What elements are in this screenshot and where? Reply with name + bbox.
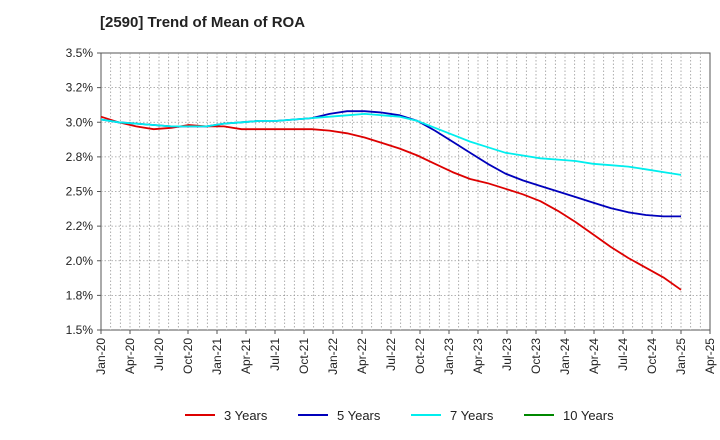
x-tick-label: Oct-24	[645, 338, 659, 374]
y-tick-label: 1.5%	[66, 323, 94, 337]
legend-label: 5 Years	[337, 408, 381, 423]
x-tick-label: Apr-23	[471, 338, 485, 374]
x-tick-label: Jan-25	[674, 338, 688, 375]
y-tick-label: 3.5%	[66, 46, 94, 60]
y-axis-ticks: 1.5% 1.8% 2.0% 2.2% 2.5% 2.8% 3.0% 3.2% 3.5%	[66, 46, 101, 337]
y-tick-label: 3.2%	[66, 81, 94, 95]
legend-label: 3 Years	[224, 408, 268, 423]
y-tick-label: 2.0%	[66, 254, 94, 268]
legend-label: 10 Years	[563, 408, 614, 423]
x-tick-label: Oct-20	[181, 338, 195, 374]
x-tick-label: Jan-21	[210, 338, 224, 375]
x-tick-label: Jul-24	[616, 338, 630, 371]
x-tick-label: Jul-23	[500, 338, 514, 371]
x-tick-label: Oct-21	[297, 338, 311, 374]
x-tick-label: Oct-22	[413, 338, 427, 374]
chart-title: [2590] Trend of Mean of ROA	[100, 14, 306, 31]
x-tick-label: Apr-24	[587, 338, 601, 374]
x-tick-label: Oct-23	[529, 338, 543, 374]
x-tick-label: Jul-21	[268, 338, 282, 371]
legend-label: 7 Years	[450, 408, 494, 423]
x-tick-label: Apr-20	[123, 338, 137, 374]
x-tick-label: Jul-20	[152, 338, 166, 371]
y-tick-label: 2.2%	[66, 219, 94, 233]
x-tick-label: Jan-22	[326, 338, 340, 375]
y-tick-label: 2.5%	[66, 185, 94, 199]
x-axis-ticks: Jan-20 Apr-20 Jul-20 Oct-20 Jan-21 Apr-21 Jul-…	[94, 330, 717, 375]
legend: 3 Years 5 Years 7 Years 10 Years	[185, 408, 614, 423]
gridlines	[101, 53, 710, 330]
y-tick-label: 2.8%	[66, 150, 94, 164]
series-lines	[100, 110, 682, 291]
x-tick-label: Jan-24	[558, 338, 572, 375]
y-tick-label: 1.8%	[66, 288, 94, 302]
x-tick-label: Apr-25	[703, 338, 717, 374]
series-line-7-years	[100, 113, 682, 176]
x-tick-label: Apr-21	[239, 338, 253, 374]
x-tick-label: Jul-22	[384, 338, 398, 371]
y-tick-label: 3.0%	[66, 115, 94, 129]
x-tick-label: Apr-22	[355, 338, 369, 374]
x-tick-label: Jan-20	[94, 338, 108, 375]
x-tick-label: Jan-23	[442, 338, 456, 375]
